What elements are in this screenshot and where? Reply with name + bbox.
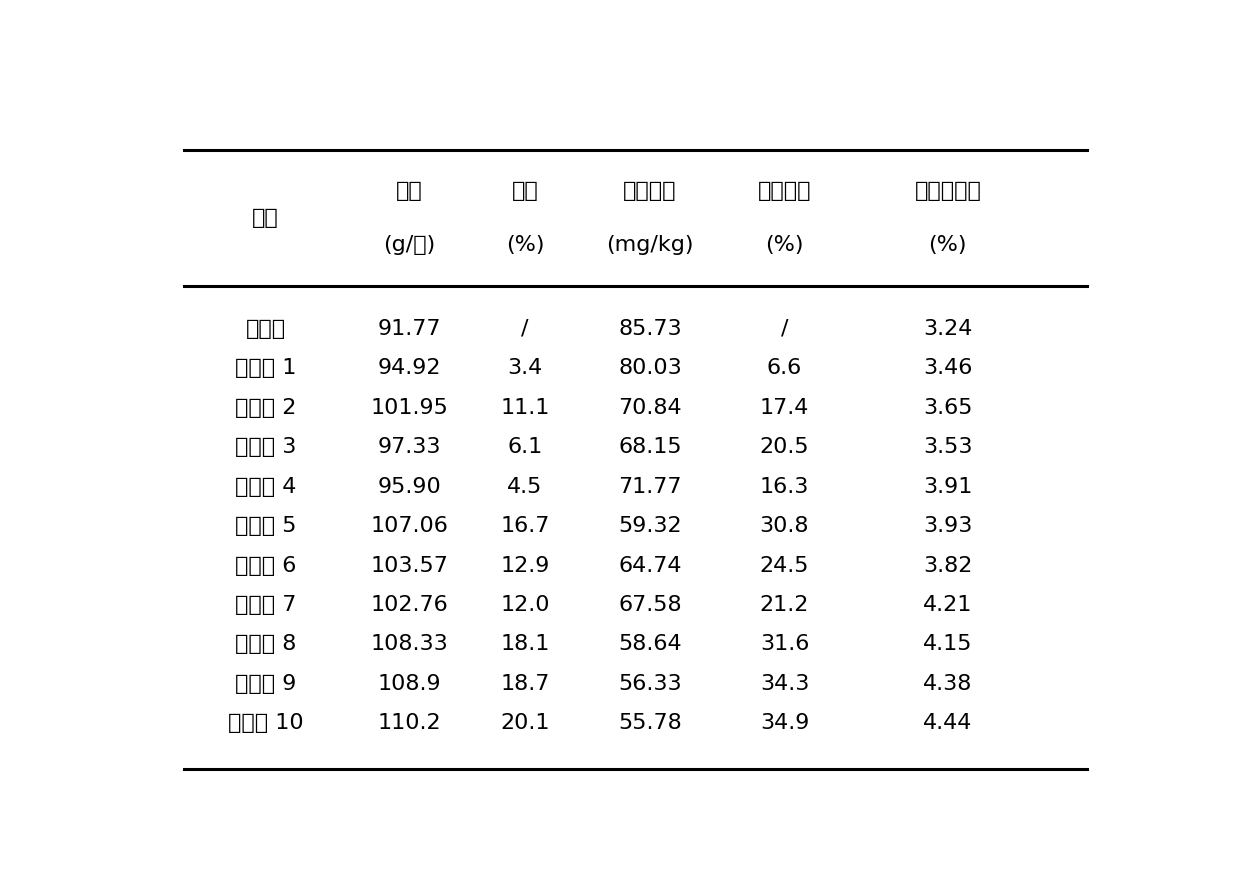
Text: 70.84: 70.84 xyxy=(618,398,682,418)
Text: 97.33: 97.33 xyxy=(378,437,441,457)
Text: (%): (%) xyxy=(765,236,804,255)
Text: 31.6: 31.6 xyxy=(760,635,810,654)
Text: (g/盆): (g/盆) xyxy=(383,236,435,255)
Text: 3.93: 3.93 xyxy=(923,517,972,536)
Text: 4.15: 4.15 xyxy=(923,635,972,654)
Text: 85.73: 85.73 xyxy=(618,319,682,339)
Text: 95.90: 95.90 xyxy=(378,477,441,497)
Text: 110.2: 110.2 xyxy=(378,713,441,733)
Text: 80.03: 80.03 xyxy=(618,358,682,379)
Text: 18.1: 18.1 xyxy=(500,635,549,654)
Text: 处理: 处理 xyxy=(252,208,279,228)
Text: 11.1: 11.1 xyxy=(500,398,549,418)
Text: 64.74: 64.74 xyxy=(619,555,682,576)
Text: 草酸含量: 草酸含量 xyxy=(624,181,677,201)
Text: 102.76: 102.76 xyxy=(371,595,449,615)
Text: 108.33: 108.33 xyxy=(371,635,449,654)
Text: 101.95: 101.95 xyxy=(371,398,449,418)
Text: 草酸降低: 草酸降低 xyxy=(758,181,811,201)
Text: 试验组 6: 试验组 6 xyxy=(234,555,296,576)
Text: 103.57: 103.57 xyxy=(371,555,449,576)
Text: (%): (%) xyxy=(929,236,967,255)
Text: /: / xyxy=(781,319,789,339)
Text: 56.33: 56.33 xyxy=(618,674,682,694)
Text: 试验组 3: 试验组 3 xyxy=(234,437,296,457)
Text: 16.3: 16.3 xyxy=(760,477,810,497)
Text: 67.58: 67.58 xyxy=(618,595,682,615)
Text: 试验组 2: 试验组 2 xyxy=(234,398,296,418)
Text: 3.65: 3.65 xyxy=(923,398,972,418)
Text: 4.5: 4.5 xyxy=(507,477,543,497)
Text: /: / xyxy=(521,319,528,339)
Text: 17.4: 17.4 xyxy=(760,398,810,418)
Text: 94.92: 94.92 xyxy=(378,358,441,379)
Text: 108.9: 108.9 xyxy=(378,674,441,694)
Text: (mg/kg): (mg/kg) xyxy=(606,236,693,255)
Text: 试验组 7: 试验组 7 xyxy=(234,595,296,615)
Text: 可溶糖含量: 可溶糖含量 xyxy=(914,181,981,201)
Text: (%): (%) xyxy=(506,236,544,255)
Text: 试验组 4: 试验组 4 xyxy=(234,477,296,497)
Text: 对照组: 对照组 xyxy=(246,319,285,339)
Text: 试验组 8: 试验组 8 xyxy=(234,635,296,654)
Text: 91.77: 91.77 xyxy=(378,319,441,339)
Text: 20.5: 20.5 xyxy=(760,437,810,457)
Text: 71.77: 71.77 xyxy=(619,477,682,497)
Text: 4.38: 4.38 xyxy=(923,674,972,694)
Text: 6.1: 6.1 xyxy=(507,437,543,457)
Text: 3.53: 3.53 xyxy=(923,437,972,457)
Text: 59.32: 59.32 xyxy=(618,517,682,536)
Text: 107.06: 107.06 xyxy=(371,517,449,536)
Text: 16.7: 16.7 xyxy=(500,517,549,536)
Text: 55.78: 55.78 xyxy=(618,713,682,733)
Text: 12.9: 12.9 xyxy=(500,555,549,576)
Text: 24.5: 24.5 xyxy=(760,555,810,576)
Text: 30.8: 30.8 xyxy=(760,517,810,536)
Text: 34.3: 34.3 xyxy=(760,674,810,694)
Text: 试验组 1: 试验组 1 xyxy=(234,358,296,379)
Text: 12.0: 12.0 xyxy=(500,595,549,615)
Text: 6.6: 6.6 xyxy=(766,358,802,379)
Text: 20.1: 20.1 xyxy=(500,713,549,733)
Text: 21.2: 21.2 xyxy=(760,595,810,615)
Text: 3.24: 3.24 xyxy=(923,319,972,339)
Text: 3.4: 3.4 xyxy=(507,358,543,379)
Text: 3.82: 3.82 xyxy=(923,555,972,576)
Text: 3.46: 3.46 xyxy=(923,358,972,379)
Text: 3.91: 3.91 xyxy=(923,477,972,497)
Text: 4.21: 4.21 xyxy=(923,595,972,615)
Text: 试验组 10: 试验组 10 xyxy=(228,713,304,733)
Text: 58.64: 58.64 xyxy=(618,635,682,654)
Text: 试验组 9: 试验组 9 xyxy=(234,674,296,694)
Text: 增产: 增产 xyxy=(512,181,538,201)
Text: 产量: 产量 xyxy=(397,181,423,201)
Text: 34.9: 34.9 xyxy=(760,713,810,733)
Text: 18.7: 18.7 xyxy=(500,674,549,694)
Text: 68.15: 68.15 xyxy=(618,437,682,457)
Text: 试验组 5: 试验组 5 xyxy=(234,517,296,536)
Text: 4.44: 4.44 xyxy=(923,713,972,733)
